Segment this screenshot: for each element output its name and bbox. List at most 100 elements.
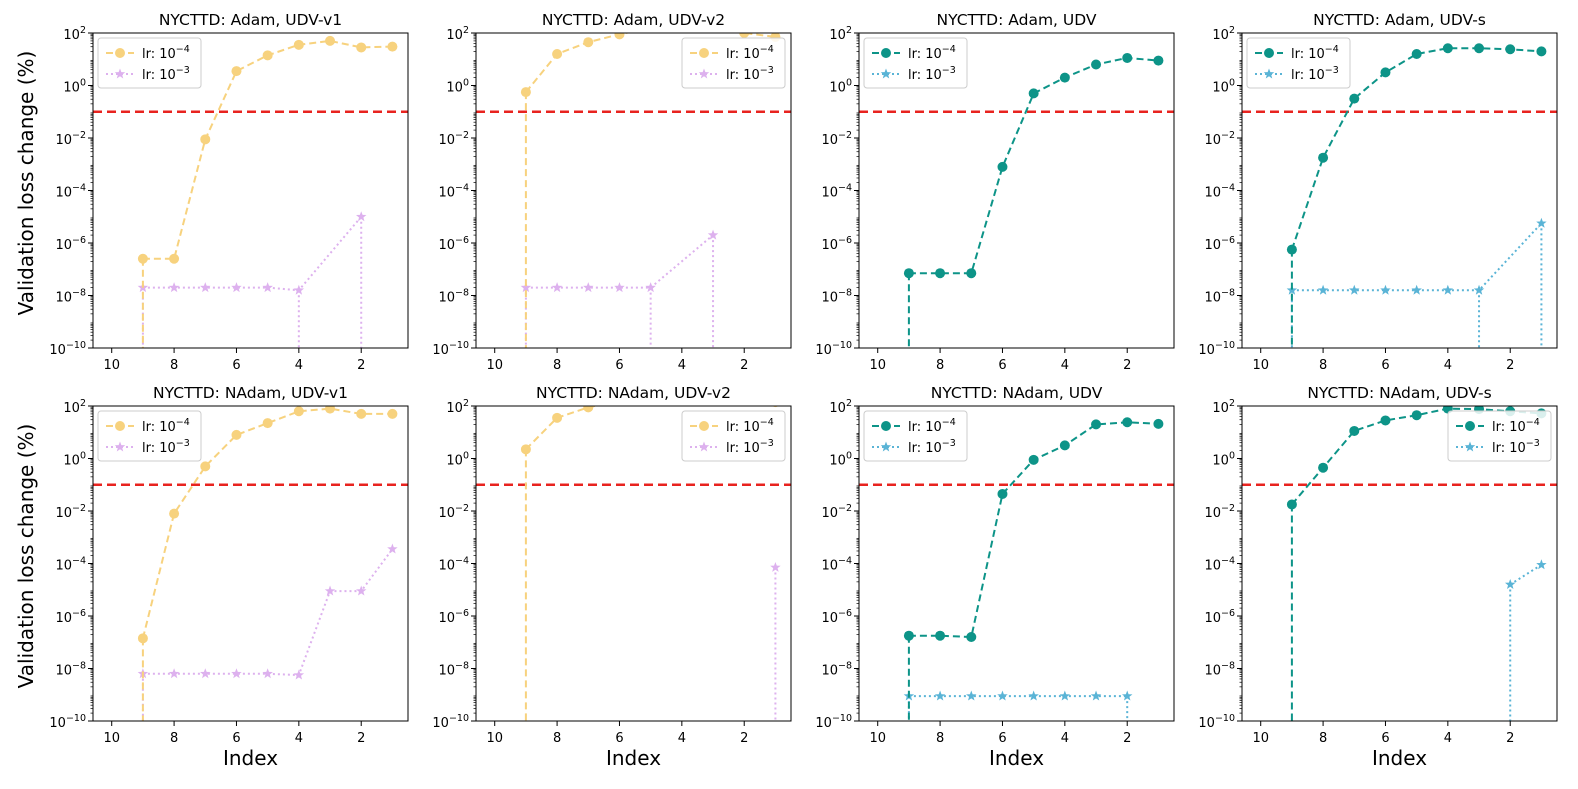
y-tick-label-exp: −4 — [72, 556, 86, 567]
data-point — [1028, 454, 1039, 465]
plot-area — [476, 394, 791, 721]
x-tick-label: 8 — [936, 731, 944, 746]
data-point — [1122, 417, 1133, 428]
y-tick-label-exp: −8 — [72, 288, 86, 299]
x-tick-label: 2 — [740, 358, 748, 373]
data-point — [1442, 284, 1454, 295]
data-point — [356, 42, 367, 53]
legend-label-exp: −3 — [942, 438, 956, 449]
y-tick-label-base: 10 — [829, 454, 846, 469]
y-tick-label-exp: −8 — [455, 288, 469, 299]
y-tick-label: 10−2 — [821, 130, 852, 148]
y-tick-label: 10−10 — [1198, 713, 1235, 731]
y-tick-label-base: 10 — [446, 401, 463, 416]
legend-label-exp: −3 — [176, 65, 190, 76]
chart-panel-4: NYCTTD: Adam, UDV-s10 8 6 4 210210010−210−41… — [1198, 11, 1558, 373]
y-tick-label-exp: −10 — [1215, 340, 1235, 351]
y-tick-label-exp: −6 — [838, 608, 852, 619]
data-point — [169, 508, 180, 519]
series-line — [525, 234, 714, 289]
y-tick-label-exp: −2 — [72, 130, 86, 141]
data-point — [1411, 284, 1422, 295]
x-axis-label: Index — [1372, 746, 1427, 770]
y-tick-label: 10−8 — [438, 661, 469, 679]
y-tick-label-base: 10 — [821, 238, 838, 253]
legend-marker — [698, 68, 710, 79]
data-point — [1349, 284, 1360, 295]
x-axis-label: Index — [223, 746, 278, 770]
y-tick-label-base: 10 — [821, 506, 838, 521]
y-tick-label: 10−6 — [438, 235, 469, 253]
data-point — [1380, 67, 1391, 78]
x-tick-label: 2 — [1123, 358, 1131, 373]
legend-label-exp: −4 — [942, 44, 956, 55]
y-tick-label: 10−4 — [821, 183, 852, 201]
x-tick-label: 10 — [486, 731, 503, 746]
y-tick-label-base: 10 — [55, 238, 72, 253]
legend-label-exp: −3 — [176, 438, 190, 449]
legend: lr: 10−4lr: 10−3 — [97, 37, 202, 89]
data-point — [325, 35, 336, 46]
y-tick-label-base: 10 — [63, 401, 80, 416]
y-tick-label-base: 10 — [55, 664, 72, 679]
y-tick-label: 10−2 — [55, 130, 86, 148]
data-point — [935, 268, 946, 279]
series-line — [142, 548, 394, 677]
y-tick-label-base: 10 — [438, 559, 455, 574]
series-line — [525, 33, 776, 93]
y-tick-label-base: 10 — [55, 186, 72, 201]
data-point — [583, 406, 594, 413]
legend-label: lr: 10−3 — [142, 438, 190, 456]
y-tick-label: 102 — [829, 398, 852, 416]
data-point — [1317, 284, 1329, 295]
legend-label-exp: −4 — [176, 44, 190, 55]
x-tick-label: 6 — [1381, 358, 1389, 373]
y-tick-label-exp: 0 — [846, 451, 852, 462]
data-point — [739, 394, 749, 404]
y-tick-label: 10−6 — [1204, 608, 1235, 626]
y-tick-label: 100 — [1212, 451, 1235, 469]
y-tick-label-base: 10 — [63, 28, 80, 43]
y-axis-label-top: Validation loss change (%) — [14, 51, 38, 316]
y-tick-label-base: 10 — [1198, 343, 1215, 358]
y-tick-label-base: 10 — [1204, 506, 1221, 521]
data-point — [1028, 88, 1039, 99]
y-tick-label-base: 10 — [1204, 611, 1221, 626]
data-point — [355, 585, 367, 596]
data-point — [935, 630, 946, 641]
series-lr-1e-3 — [903, 690, 1133, 721]
legend-label-base: lr: 10 — [1291, 47, 1325, 62]
y-tick-label-exp: −2 — [1221, 130, 1235, 141]
y-tick-label-exp: −10 — [832, 713, 852, 724]
y-tick-label-exp: 0 — [846, 78, 852, 89]
data-point — [231, 282, 242, 293]
data-point — [231, 429, 242, 440]
series-lr-1e-4 — [903, 52, 1164, 348]
y-tick-label: 10−6 — [821, 235, 852, 253]
y-tick-label-base: 10 — [438, 664, 455, 679]
y-tick-label-base: 10 — [821, 186, 838, 201]
series-line — [1290, 47, 1542, 250]
y-tick-label: 10−4 — [1204, 183, 1235, 201]
y-tick-label-exp: 2 — [463, 25, 469, 36]
x-tick-label: 4 — [678, 731, 686, 746]
legend-marker — [1264, 48, 1274, 58]
plot-area — [93, 35, 408, 348]
y-tick-label-base: 10 — [55, 559, 72, 574]
y-tick-label-exp: 0 — [1229, 78, 1235, 89]
data-point — [200, 461, 211, 472]
plot-area — [859, 417, 1174, 721]
y-tick-label: 102 — [1212, 25, 1235, 43]
legend-label-exp: −4 — [942, 417, 956, 428]
y-tick-label-exp: −8 — [1221, 288, 1235, 299]
y-tick-label-base: 10 — [438, 238, 455, 253]
legend-label: lr: 10−3 — [908, 438, 956, 456]
y-tick-label-exp: −4 — [455, 183, 469, 194]
legend-label-exp: −3 — [1325, 65, 1339, 76]
y-tick-label: 100 — [63, 78, 86, 96]
y-tick-label: 10−4 — [438, 183, 469, 201]
legend-label-base: lr: 10 — [726, 68, 760, 83]
